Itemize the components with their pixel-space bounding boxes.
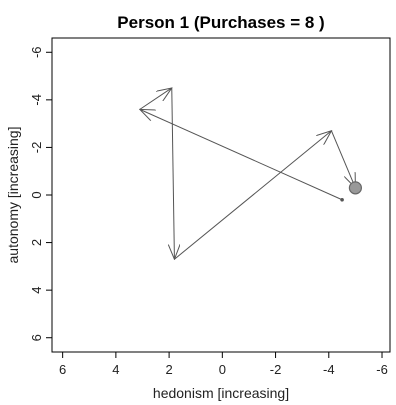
- path-segment: [330, 130, 355, 188]
- y-tick-label: 2: [29, 239, 44, 246]
- x-tick-label: 2: [165, 362, 172, 377]
- chart-title: Person 1 (Purchases = 8 ): [117, 13, 324, 32]
- x-tick-label: -6: [376, 362, 388, 377]
- y-tick-label: -6: [29, 46, 44, 58]
- x-tick-label: 4: [112, 362, 119, 377]
- y-tick-label: 4: [29, 287, 44, 294]
- y-tick-label: 6: [29, 334, 44, 341]
- plot-frame: [51, 37, 391, 353]
- path-segment: [139, 88, 172, 110]
- x-tick-label: -4: [323, 362, 335, 377]
- series-path: [139, 87, 363, 260]
- x-axis-label: hedonism [increasing]: [153, 385, 289, 401]
- y-axis: -6 -4 -2 0 2 4 6: [29, 46, 52, 341]
- y-axis-label: autonomy [increasing]: [5, 127, 21, 264]
- x-tick-label: 0: [219, 362, 226, 377]
- x-axis: 6 4 2 0 -2 -4 -6: [59, 352, 388, 377]
- path-segment: [140, 109, 343, 201]
- x-tick-label: 6: [59, 362, 66, 377]
- path-segment: [174, 131, 331, 260]
- end-point-marker: [348, 181, 363, 195]
- y-tick-label: -2: [29, 142, 44, 154]
- path-segment: [172, 87, 175, 259]
- y-tick-label: -4: [29, 94, 44, 106]
- x-tick-label: -2: [270, 362, 282, 377]
- y-tick-label: 0: [29, 191, 44, 198]
